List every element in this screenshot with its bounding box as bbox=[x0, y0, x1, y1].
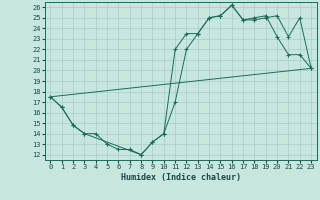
X-axis label: Humidex (Indice chaleur): Humidex (Indice chaleur) bbox=[121, 173, 241, 182]
